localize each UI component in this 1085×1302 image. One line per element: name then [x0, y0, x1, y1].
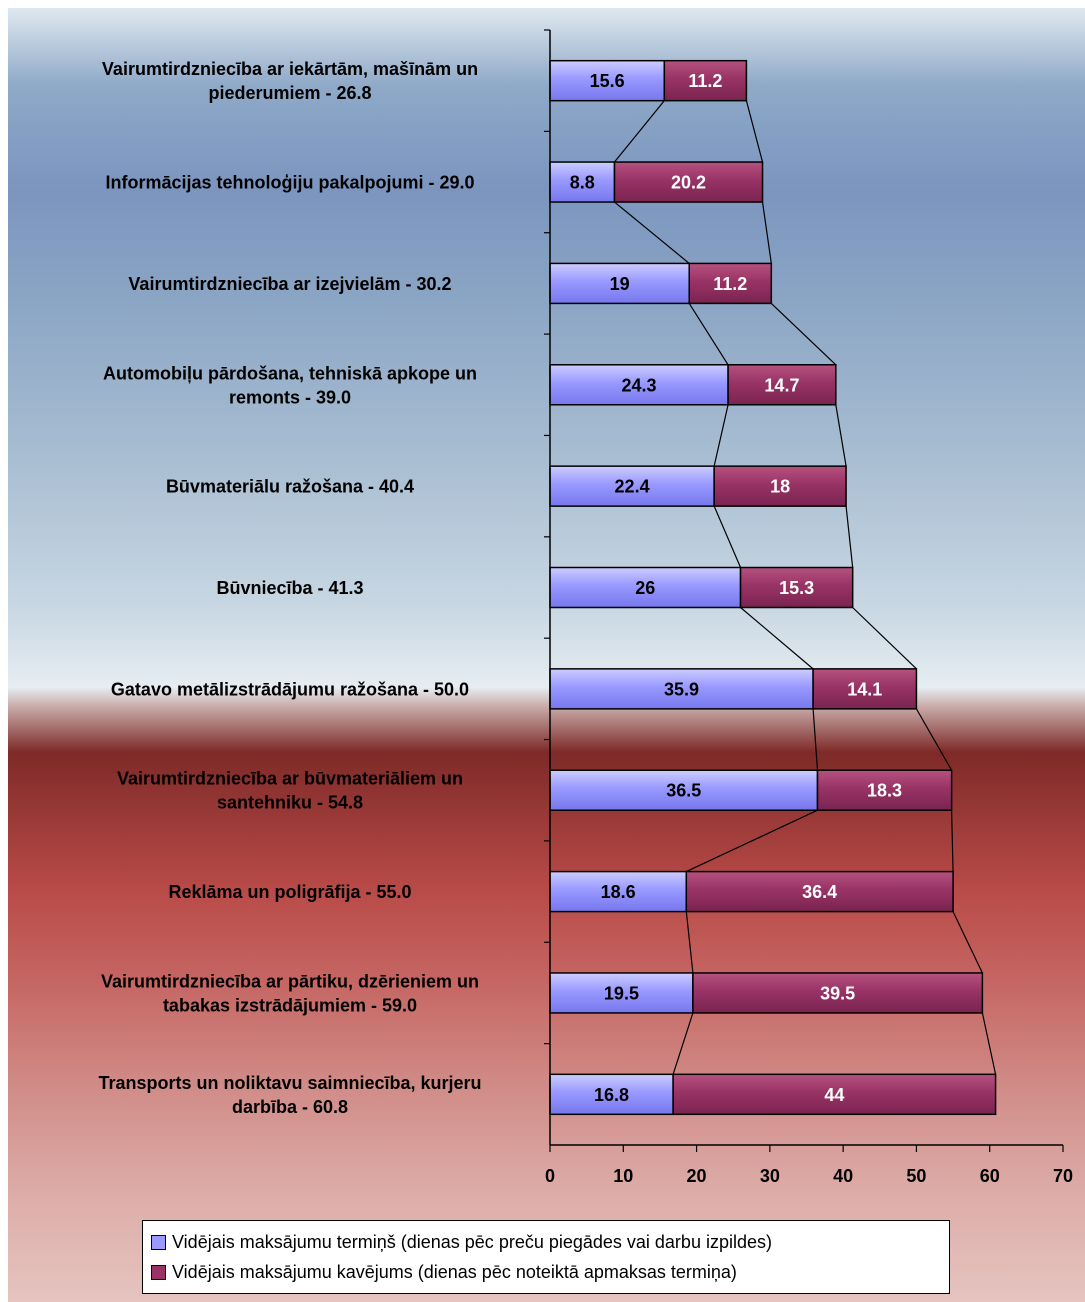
category-label: Vairumtirdzniecība ar būvmateriāliem un s…: [117, 769, 463, 813]
legend: Vidējais maksājumu termiņš (dienas pēc p…: [142, 1220, 950, 1294]
series-line-mid: [614, 201, 690, 264]
series-line-end: [852, 607, 917, 670]
value-label-payment-term: 24.3: [622, 375, 657, 395]
series-line-end: [745, 100, 764, 163]
category-label: Vairumtirdzniecība ar iekārtām, mašīnām …: [102, 59, 478, 103]
value-label-payment-term: 16.8: [594, 1085, 629, 1105]
legend-label-payment-term: Vidējais maksājumu termiņš (dienas pēc p…: [172, 1232, 772, 1252]
legend-swatch-payment-delay: [151, 1264, 166, 1280]
bar-payment-delay: [812, 668, 918, 710]
series-line-mid: [713, 505, 742, 568]
category-label: Automobiļu pārdošana, tehniskā apkope un…: [103, 363, 477, 407]
bar-payment-delay: [739, 566, 854, 609]
series-line-end: [981, 1012, 997, 1075]
x-tick-label: 30: [760, 1166, 780, 1186]
bar-payment-term: [549, 769, 819, 811]
value-label-payment-delay: 14.1: [847, 679, 882, 699]
bars: 15.6 11.2 8.8 20.2 19 11.2 24.3 14.7 22.4 18 26 15.…: [549, 59, 997, 1116]
series-line-mid: [713, 404, 729, 467]
value-label-payment-delay: 11.2: [713, 274, 747, 294]
bar-payment-delay: [692, 972, 984, 1014]
bar-payment-delay: [727, 364, 837, 406]
x-tick-label: 40: [833, 1166, 853, 1186]
x-tick-label: 0: [545, 1166, 555, 1186]
series-line-mid: [672, 1012, 694, 1075]
series-line-mid: [614, 100, 665, 163]
series-line-end: [835, 404, 847, 467]
series-line-mid: [740, 607, 814, 670]
value-label-payment-delay: 18: [770, 477, 790, 497]
x-tick-label: 70: [1053, 1166, 1073, 1186]
x-tick-label: 60: [980, 1166, 1000, 1186]
legend-item-payment-delay: Vidējais maksājumu kavējums (dienas pēc …: [151, 1257, 949, 1287]
category-label: Reklāma un poligrāfija - 55.0: [168, 882, 411, 902]
series-line-mid: [688, 303, 729, 366]
value-label-payment-delay: 11.2: [688, 71, 722, 91]
value-label-payment-delay: 39.5: [820, 983, 855, 1003]
value-label-payment-term: 26: [635, 578, 655, 598]
x-tick-label: 20: [687, 1166, 707, 1186]
bar-payment-delay: [713, 465, 847, 507]
category-label: Gatavo metālizstrādājumu ražošana - 50.0: [111, 679, 469, 699]
bar-payment-term: [549, 262, 690, 305]
category-label: Būvniecība - 41.3: [216, 578, 363, 598]
bar-payment-term: [549, 1073, 674, 1116]
series-line-mid: [685, 911, 694, 974]
value-label-payment-delay: 20.2: [671, 173, 706, 193]
category-label: Vairumtirdzniecība ar izejvielām - 30.2: [128, 274, 451, 294]
series-line-end: [951, 810, 954, 872]
legend-item-payment-term: Vidējais maksājumu termiņš (dienas pēc p…: [151, 1227, 949, 1257]
value-label-payment-delay: 18.3: [867, 781, 902, 801]
x-tick-label: 50: [906, 1166, 926, 1186]
category-label: Informācijas tehnoloģiju pakalpojumi - 2…: [105, 173, 474, 193]
value-label-payment-term: 18.6: [601, 882, 636, 902]
value-label-payment-term: 19: [610, 274, 630, 294]
legend-swatch-payment-term: [151, 1234, 166, 1250]
bar-payment-term: [549, 465, 715, 507]
value-label-payment-delay: 36.4: [802, 882, 837, 902]
series-line-end: [845, 506, 854, 568]
category-label: Būvmateriālu ražošana - 40.4: [166, 477, 414, 497]
bar-payment-delay: [613, 161, 764, 203]
bar-payment-term: [549, 668, 814, 710]
category-label: Vairumtirdzniecība ar pārtiku, dzērienie…: [101, 971, 479, 1015]
bar-payment-term: [549, 566, 742, 609]
category-label: Transports un noliktavu saimniecība, kur…: [98, 1073, 481, 1117]
bar-payment-delay: [672, 1073, 997, 1116]
bar-payment-delay: [816, 769, 953, 811]
series-line-mid: [686, 809, 818, 873]
value-label-payment-term: 35.9: [664, 679, 699, 699]
value-label-payment-term: 8.8: [570, 173, 595, 193]
legend-label-payment-delay: Vidējais maksājumu kavējums (dienas pēc …: [172, 1262, 737, 1282]
series-line-end: [915, 708, 953, 771]
value-label-payment-delay: 15.3: [779, 578, 814, 598]
bar-payment-delay: [688, 262, 773, 305]
bar-payment-delay: [663, 59, 748, 102]
value-label-payment-delay: 44: [824, 1085, 844, 1105]
series-line-end: [952, 911, 983, 974]
bar-payment-delay: [685, 870, 954, 913]
category-labels: Vairumtirdzniecība ar iekārtām, mašīnām …: [98, 59, 481, 1117]
value-label-payment-term: 22.4: [615, 477, 650, 497]
series-lines: [614, 100, 997, 1075]
value-label-payment-term: 15.6: [590, 71, 625, 91]
series-line-end: [770, 302, 837, 366]
x-tick-label: 10: [613, 1166, 633, 1186]
axes: 0 10 20 30 40 50 60 70: [544, 29, 1073, 1186]
series-line-end: [761, 201, 772, 264]
value-label-payment-delay: 14.7: [764, 375, 799, 395]
value-label-payment-term: 19.5: [604, 983, 639, 1003]
value-label-payment-term: 36.5: [666, 781, 701, 801]
series-line-mid: [812, 708, 819, 771]
